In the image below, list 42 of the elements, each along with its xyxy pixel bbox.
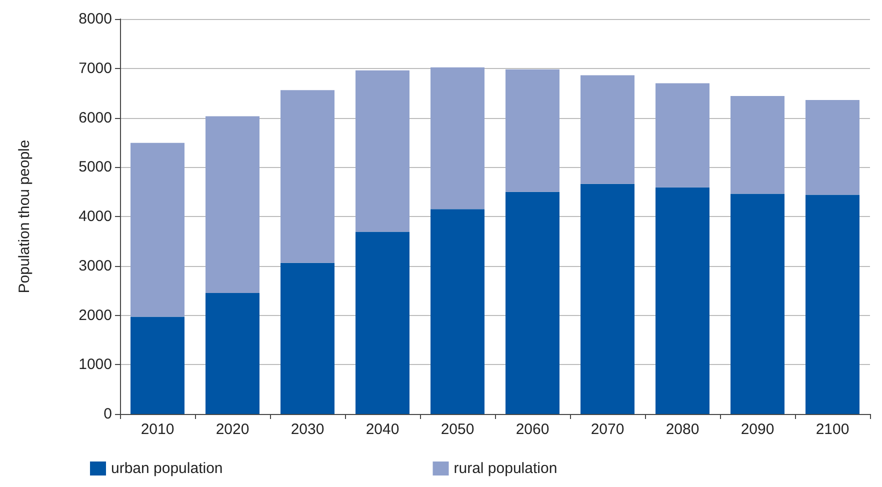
y-tick-label: 4000 (78, 208, 112, 225)
bar (130, 316, 184, 414)
bar (430, 209, 484, 414)
bar (130, 142, 184, 317)
bar (356, 70, 410, 232)
y-tick-label: 1000 (78, 356, 112, 374)
bar (730, 194, 784, 414)
x-tick-label: 2060 (516, 421, 550, 438)
legend-label: urban population (111, 460, 223, 477)
x-tick-label: 2010 (140, 421, 174, 438)
y-tick-label: 3000 (78, 257, 112, 274)
bar (280, 262, 334, 414)
bar (580, 75, 634, 184)
x-tick-label: 2100 (816, 421, 850, 438)
x-tick-label: 2040 (366, 421, 400, 438)
x-tick-label: 2030 (290, 421, 324, 438)
bar (806, 100, 860, 195)
legend-label: rural population (454, 460, 558, 477)
bar (206, 293, 260, 414)
bar (730, 96, 784, 194)
bar (580, 184, 634, 414)
x-tick-label: 2080 (666, 421, 700, 438)
x-tick-label: 2070 (590, 421, 624, 438)
y-tick-label: 5000 (78, 158, 112, 176)
x-tick-label: 2050 (440, 421, 474, 438)
y-tick-label: 2000 (78, 306, 112, 324)
bar (430, 67, 484, 210)
bar (656, 83, 710, 188)
bar (206, 116, 260, 294)
x-tick-label: 2090 (740, 421, 774, 438)
x-tick-label: 2020 (216, 421, 250, 438)
y-tick-label: 8000 (78, 10, 112, 28)
bar (506, 192, 560, 414)
y-tick-label: 0 (104, 406, 112, 422)
bar (356, 232, 410, 414)
bar (506, 69, 560, 192)
y-tick-label: 6000 (78, 109, 112, 126)
bar (280, 90, 334, 263)
y-axis-title: Population thou people (16, 140, 33, 294)
y-tick-label: 7000 (78, 60, 112, 77)
bar (656, 187, 710, 414)
bar (806, 194, 860, 414)
